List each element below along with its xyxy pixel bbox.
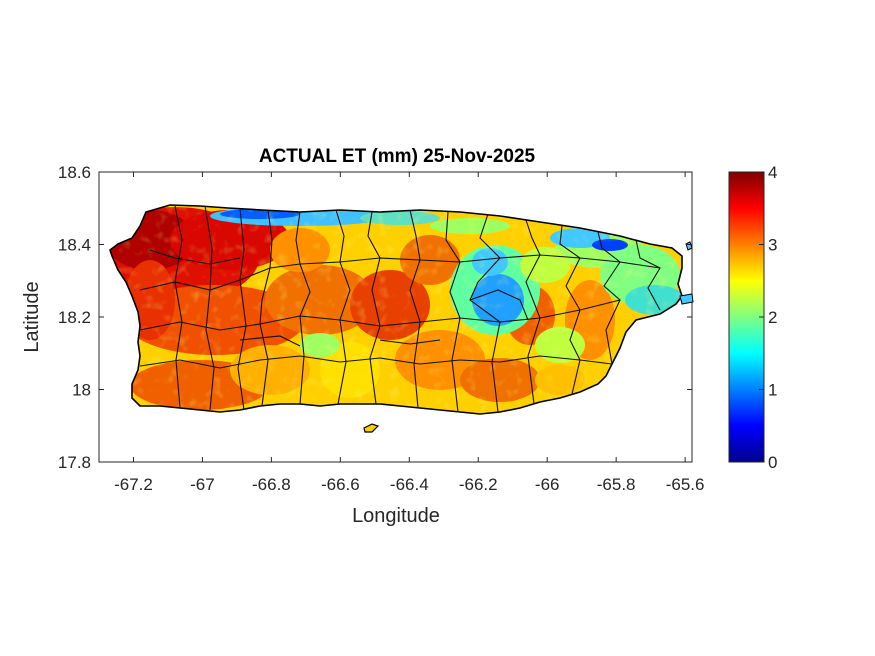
y-tick-label: 18.6 [58,163,91,182]
colorbar-ticks: 4 3 2 1 0 [759,163,777,472]
x-tick-label: -66.8 [252,475,291,494]
x-axis-label: Longitude [352,505,440,527]
x-axis-ticks: -67.2 -67 -66.8 -66.6 -66.4 -66.2 -66 -65.8 -65.… [114,172,704,494]
colorbar-tick-label: 3 [768,236,777,255]
y-axis-ticks: 18.6 18.4 18.2 18 17.8 [58,163,692,472]
x-tick-label: -66.2 [459,475,498,494]
colorbar-tick-label: 0 [768,453,777,472]
x-tick-label: -66 [535,475,560,494]
y-tick-label: 18.2 [58,308,91,327]
x-tick-label: -66.4 [390,475,429,494]
municipality-boundaries [139,205,661,413]
map-title: ACTUAL ET (mm) 25-Nov-2025 [259,146,536,167]
y-tick-label: 17.8 [58,453,91,472]
island-outline [109,204,683,415]
colorbar-tick-label: 2 [768,308,777,327]
caja-de-muertos-island [363,423,380,433]
x-tick-label: -67 [190,475,215,494]
colorbar-tick-label: 4 [768,163,777,182]
colorbar-tick-label: 1 [768,381,777,400]
colorbar: 4 3 2 1 0 [728,163,777,472]
x-tick-label: -67.2 [114,475,153,494]
y-axis-label: Latitude [21,281,43,352]
y-tick-label: 18 [72,381,91,400]
east-islet [679,293,694,305]
y-tick-label: 18.4 [58,236,91,255]
x-tick-label: -65.6 [666,475,705,494]
x-tick-label: -66.6 [321,475,360,494]
x-tick-label: -65.8 [597,475,636,494]
colorbar-gradient [728,171,765,463]
